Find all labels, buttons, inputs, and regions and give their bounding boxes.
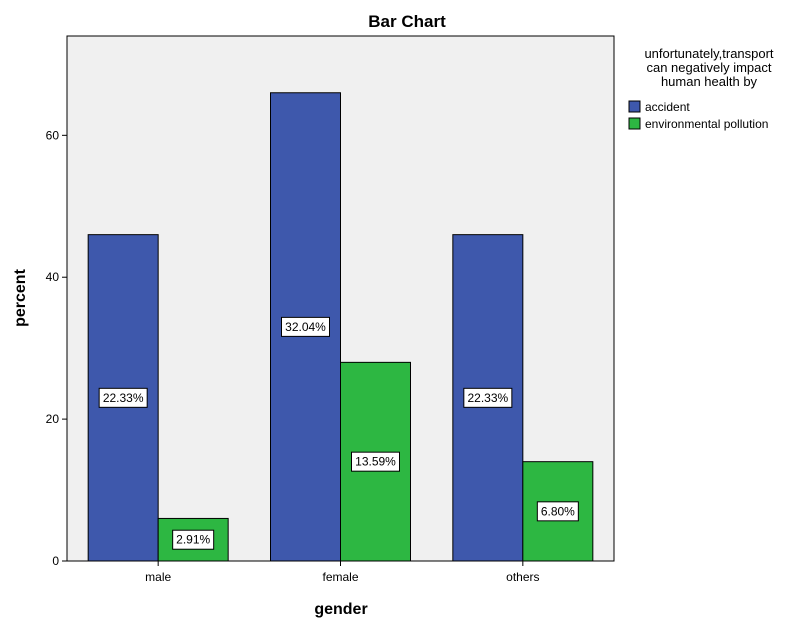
data-label: 22.33% [103,391,144,405]
x-tick-label: others [506,570,539,584]
data-label-box [463,387,513,408]
x-axis-title: gender [314,601,367,618]
y-tick-label: 20 [46,412,60,426]
chart-title: Bar Chart [368,12,446,31]
y-axis-title: percent [12,268,29,326]
y-axis: 0 20 40 60 [46,128,67,568]
legend-label: accident [645,100,690,114]
y-tick-label: 0 [52,554,59,568]
x-axis: male female others [145,561,540,584]
legend-title-line: unfortunately,transport [644,46,773,61]
data-label-box [351,451,400,472]
bars-group: 22.33% 2.91% 32.04% 13.59% 22.33% 6.80% [87,92,594,562]
data-label-box [536,501,579,522]
y-tick-label: 40 [46,270,60,284]
data-label: 6.80% [541,504,575,518]
legend-swatch [628,100,641,113]
x-tick-label: female [322,570,358,584]
y-tick-label: 60 [46,128,60,142]
data-label: 32.04% [285,320,326,334]
data-label: 13.59% [355,455,396,469]
data-label-box [98,387,148,408]
data-label-box [281,316,330,337]
data-label-box [172,529,215,550]
data-label: 2.91% [176,533,210,547]
legend-title-line: can negatively impact [646,60,771,75]
legend-title-line: human health by [661,74,758,89]
data-label: 22.33% [467,391,508,405]
legend-label: environmental pollution [645,117,768,131]
x-tick-label: male [145,570,171,584]
legend-swatch [628,117,641,130]
